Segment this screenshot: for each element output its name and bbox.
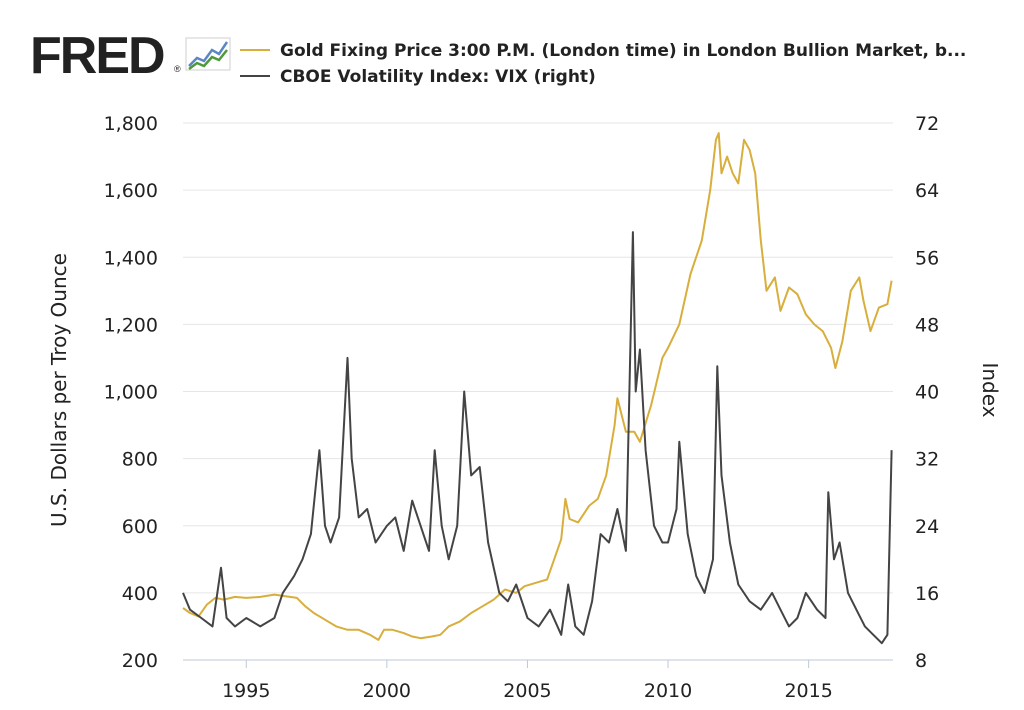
- series-line-vix[interactable]: [182, 231, 893, 645]
- x-tick-label: 1995: [222, 680, 270, 702]
- gridlines: [183, 122, 893, 594]
- y-right-tick-label: 16: [915, 583, 939, 605]
- y-right-tick-label: 32: [915, 449, 939, 471]
- y-right-tick-label: 72: [915, 113, 939, 135]
- y-right-tick-label: 8: [915, 650, 927, 672]
- y-left-tick-label: 200: [122, 650, 158, 672]
- y-left-tick-label: 1,600: [104, 180, 158, 202]
- x-tick-label: 2015: [784, 680, 832, 702]
- y-left-tick-label: 1,200: [104, 314, 158, 336]
- y-right-tick-label: 24: [915, 516, 939, 538]
- legend-label-gold: Gold Fixing Price 3:00 P.M. (London time…: [280, 41, 966, 61]
- y-axis-right-title: Index: [978, 362, 1002, 417]
- y-left-tick-label: 1,000: [104, 382, 158, 404]
- y-left-tick-label: 400: [122, 583, 158, 605]
- y-left-tick-label: 1,400: [104, 247, 158, 269]
- x-tick-label: 2005: [503, 680, 551, 702]
- y-left-tick-label: 1,800: [104, 113, 158, 135]
- legend: Gold Fixing Price 3:00 P.M. (London time…: [240, 41, 966, 87]
- y-right-tick-label: 48: [915, 314, 939, 336]
- y-left-tick-label: 800: [122, 449, 158, 471]
- legend-label-vix: CBOE Volatility Index: VIX (right): [280, 67, 596, 87]
- y-right-tick-label: 56: [915, 247, 939, 269]
- x-tick-label: 2000: [363, 680, 411, 702]
- fred-logo-chart-icon: [185, 37, 231, 71]
- x-tick-label: 2010: [644, 680, 692, 702]
- legend-item-gold[interactable]: Gold Fixing Price 3:00 P.M. (London time…: [240, 41, 966, 61]
- y-right-tick-label: 40: [915, 382, 939, 404]
- fred-logo[interactable]: FRED ®: [30, 27, 231, 85]
- x-axis: 1995 2000 2005 2010 2015: [183, 659, 893, 702]
- legend-item-vix[interactable]: CBOE Volatility Index: VIX (right): [240, 67, 596, 87]
- y-axis-left-title: U.S. Dollars per Troy Ounce: [47, 253, 71, 527]
- registered-mark: ®: [174, 64, 181, 74]
- y-right-tick-label: 64: [915, 180, 939, 202]
- fred-logo-text: FRED: [30, 27, 164, 85]
- series-line-gold[interactable]: [182, 132, 893, 641]
- series-layer: [182, 132, 893, 645]
- y-axis-right: 8 16 24 32 40 48 56 64 72: [915, 113, 939, 672]
- y-axis-left: 200 400 600 800 1,000 1,200 1,400 1,600 1,800: [104, 113, 158, 672]
- y-left-tick-label: 600: [122, 516, 158, 538]
